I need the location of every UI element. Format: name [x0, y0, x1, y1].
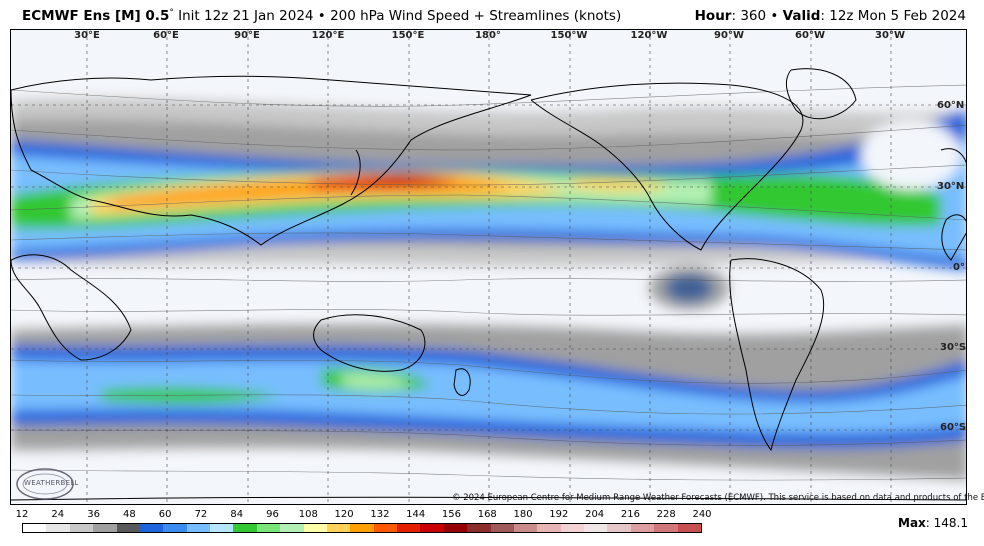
wind-shading [11, 97, 966, 480]
colorbar-segment [630, 524, 655, 532]
colorbar-segment [490, 524, 514, 532]
lon-label-90e: 90°E [234, 30, 260, 41]
colorbar-segment [677, 524, 701, 532]
colorbar [22, 523, 702, 533]
colorbar-segment [303, 524, 327, 532]
colorbar-tick-label: 48 [122, 509, 136, 520]
lon-label-150e: 150°E [391, 30, 425, 41]
colorbar-segment [443, 524, 468, 532]
lat-label-60s: 60°S [940, 422, 967, 433]
max-label: Max [898, 516, 926, 530]
lon-label-180: 180° [475, 30, 501, 41]
colorbar-segment [607, 524, 631, 532]
lon-label-120w: 120°W [630, 30, 668, 41]
colorbar-tick-label: 72 [194, 509, 208, 520]
colorbar-segment [46, 524, 70, 532]
lat-label-30n: 30°N [937, 181, 965, 192]
lon-label-60e: 60°E [153, 30, 179, 41]
streamlines [11, 84, 966, 481]
colorbar-tick-label: 132 [370, 509, 390, 520]
valid-info: Hour: 360 • Valid: 12z Mon 5 Feb 2024 [694, 8, 966, 24]
colorbar-tick-label: 216 [620, 509, 640, 520]
colorbar-tick-label: 24 [51, 509, 65, 520]
lon-label-30w: 30°W [875, 30, 905, 41]
colorbar-segment [280, 524, 304, 532]
valid-value: 12z Mon 5 Feb 2024 [829, 8, 966, 24]
lon-label-30e: 30°E [74, 30, 100, 41]
valid-label: Valid [782, 8, 821, 24]
colorbar-segment [139, 524, 164, 532]
degree-sign: ° [169, 8, 174, 18]
init-time: Init 12z 21 Jan 2024 [178, 8, 314, 24]
colorbar-segment [537, 524, 561, 532]
colorbar-tick-label: 180 [513, 509, 533, 520]
lat-label-60n: 60°N [937, 100, 965, 111]
colorbar-tick-label: 192 [549, 509, 569, 520]
colorbar-tick-label: 168 [477, 509, 497, 520]
graticule [11, 30, 966, 504]
model-name: ECMWF Ens [M] 0.5 [22, 8, 170, 24]
colorbar-segment [186, 524, 210, 532]
lon-label-60w: 60°W [795, 30, 825, 41]
max-value-label: Max: 148.1 [898, 516, 968, 530]
max-value: 148.1 [933, 516, 968, 530]
colorbar-segment [23, 524, 47, 532]
colorbar-segment [326, 524, 351, 532]
weatherbell-logo [16, 468, 74, 500]
bullet-separator-2: • [770, 8, 779, 24]
colorbar-segment [584, 524, 608, 532]
colorbar-segment [163, 524, 187, 532]
hour-value: 360 [740, 8, 767, 24]
lon-label-120e: 120°E [311, 30, 345, 41]
wind-speed-map [10, 29, 967, 505]
lon-label-90w: 90°W [714, 30, 744, 41]
field-name: 200 hPa Wind Speed + Streamlines (knots) [330, 8, 622, 24]
hour-label: Hour [694, 8, 732, 24]
colorbar-segment [93, 524, 117, 532]
colorbar-tick-label: 36 [87, 509, 100, 520]
colorbar-segment [233, 524, 257, 532]
colorbar-segment [467, 524, 491, 532]
colorbar-segment [420, 524, 444, 532]
colorbar-tick-label: 144 [406, 509, 426, 520]
copyright-notice: © 2024 European Centre for Medium-Range … [452, 493, 984, 503]
logo-text: WEATHERBELL [24, 479, 79, 487]
colorbar-segment [397, 524, 421, 532]
colorbar-tick-label: 240 [692, 509, 712, 520]
colorbar-segment [350, 524, 374, 532]
colorbar-segment [654, 524, 678, 532]
coastlines [11, 68, 966, 501]
chart-title: ECMWF Ens [M] 0.5° Init 12z 21 Jan 2024 … [22, 8, 621, 24]
colorbar-segment [69, 524, 94, 532]
colorbar-tick-label: 156 [441, 509, 462, 520]
lon-label-150w: 150°W [550, 30, 588, 41]
colorbar-segment [373, 524, 397, 532]
map-graphic [11, 30, 966, 504]
colorbar-tick-label: 228 [656, 509, 676, 520]
colorbar-tick-label: 96 [266, 509, 279, 520]
colorbar-segment [116, 524, 140, 532]
colorbar-tick-label: 204 [585, 509, 605, 520]
colorbar-segment [560, 524, 584, 532]
colorbar-tick-label: 120 [334, 509, 354, 520]
colorbar-tick-label: 12 [15, 509, 29, 520]
bullet-separator: • [317, 8, 326, 24]
colorbar-segment [256, 524, 281, 532]
colorbar-tick-label: 60 [158, 509, 172, 520]
colorbar-tick-label: 84 [230, 509, 244, 520]
lat-label-0: 0° [953, 262, 965, 273]
lat-label-30s: 30°S [940, 342, 967, 353]
colorbar-tick-label: 108 [298, 509, 318, 520]
colorbar-segment [210, 524, 234, 532]
colorbar-segment [513, 524, 538, 532]
header: ECMWF Ens [M] 0.5° Init 12z 21 Jan 2024 … [0, 0, 984, 30]
